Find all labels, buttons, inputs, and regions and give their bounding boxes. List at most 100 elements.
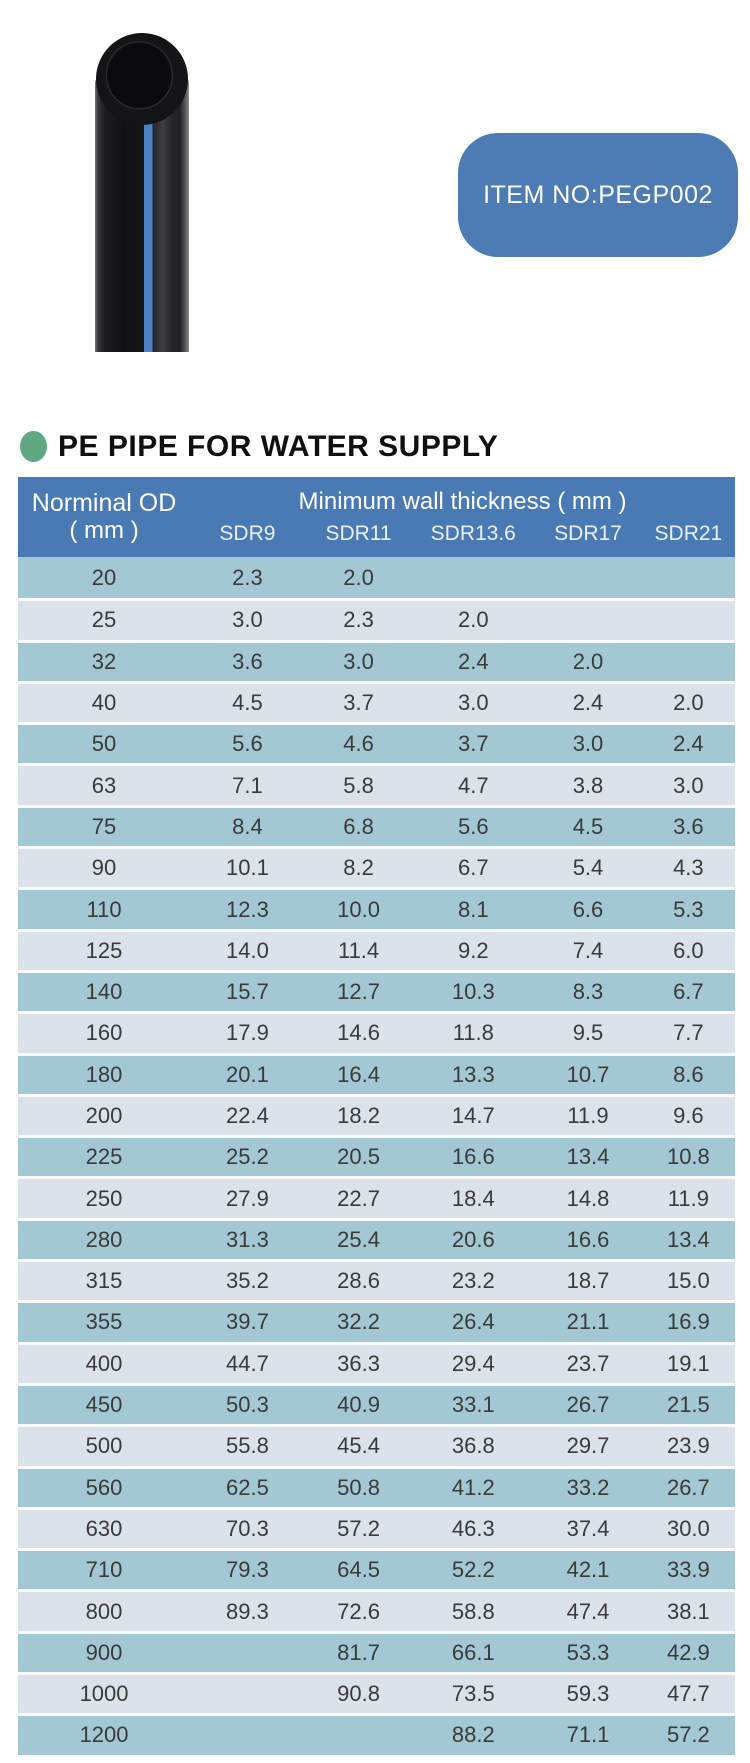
thickness-cell: 33.1	[451, 1392, 495, 1418]
thickness-cell: 2.0	[673, 690, 704, 716]
table-row: 125 14.0 11.4 9.2 7.4 6.0	[18, 928, 735, 970]
table-row: 315 35.2 28.6 23.2 18.7 15.0	[18, 1259, 735, 1301]
table-row: 180 20.1 16.4 13.3 10.7 8.6	[18, 1052, 735, 1094]
table-row: 63 7.1 5.8 4.7 3.8 3.0	[18, 763, 735, 805]
thickness-cell: 39.7	[226, 1309, 269, 1335]
table-row: 20 2.3 2.0	[18, 557, 735, 599]
od-cell: 630	[85, 1515, 123, 1541]
thickness-cell: 13.4	[666, 1226, 710, 1252]
thickness-cell: 33.9	[666, 1557, 710, 1583]
thickness-cell: 26.4	[451, 1309, 495, 1335]
table-row: 250 27.9 22.7 18.4 14.8 11.9	[18, 1176, 735, 1218]
thickness-cell: 10.1	[226, 855, 269, 881]
pipe-opening-inner-hole	[105, 41, 174, 110]
thickness-cell: 22.7	[337, 1185, 380, 1211]
table-row: 710 79.3 64.5 52.2 42.1 33.9	[18, 1548, 735, 1590]
header-sdr13-6: SDR13.6	[430, 522, 516, 545]
thickness-cell: 14.8	[566, 1185, 610, 1211]
table-row: 400 44.7 36.3 29.4 23.7 19.1	[18, 1341, 735, 1383]
od-cell: 450	[85, 1392, 123, 1418]
thickness-cell: 72.6	[337, 1598, 380, 1624]
thickness-cell: 33.2	[566, 1474, 610, 1500]
thickness-cell: 4.7	[457, 772, 489, 798]
spec-table: Norminal OD ( mm ) Minimum wall thicknes…	[18, 477, 735, 1755]
thickness-cell: 17.9	[226, 1020, 269, 1046]
od-cell: 315	[85, 1268, 123, 1294]
page-title: PE PIPE FOR WATER SUPPLY	[58, 430, 499, 463]
thickness-cell: 70.3	[226, 1515, 269, 1541]
thickness-cell: 4.3	[673, 855, 704, 881]
thickness-cell: 5.8	[343, 772, 374, 798]
thickness-cell: 20.1	[226, 1061, 269, 1087]
thickness-cell: 31.3	[226, 1226, 269, 1252]
thickness-cell: 12.7	[337, 979, 380, 1005]
thickness-cell: 41.2	[451, 1474, 495, 1500]
thickness-cell: 18.2	[337, 1103, 380, 1128]
pipe-blue-stripe	[144, 110, 153, 352]
thickness-cell: 81.7	[337, 1639, 380, 1665]
header-sdr11: SDR11	[325, 522, 392, 545]
thickness-cell: 3.7	[343, 690, 374, 716]
section-title-row: PE PIPE FOR WATER SUPPLY	[20, 426, 730, 468]
thickness-cell: 6.7	[673, 979, 704, 1005]
thickness-cell: 7.4	[572, 937, 604, 963]
table-row: 1000 90.8 73.5 59.3 47.7	[18, 1672, 735, 1714]
od-cell: 280	[85, 1226, 123, 1252]
thickness-cell: 11.9	[567, 1103, 609, 1128]
thickness-cell: 6.7	[457, 855, 489, 881]
thickness-cell: 26.7	[666, 1474, 710, 1500]
od-cell: 400	[85, 1350, 123, 1376]
thickness-cell: 16.9	[666, 1309, 710, 1335]
thickness-cell: 62.5	[226, 1474, 269, 1500]
thickness-cell: 3.6	[232, 648, 263, 674]
thickness-cell: 11.8	[452, 1020, 494, 1046]
od-cell: 500	[85, 1433, 123, 1459]
thickness-cell: 8.3	[572, 979, 604, 1005]
table-row: 50 5.6 4.6 3.7 3.0 2.4	[18, 722, 735, 764]
thickness-cell: 14.0	[226, 937, 269, 963]
thickness-cell: 35.2	[226, 1268, 269, 1294]
thickness-cell: 18.4	[451, 1185, 495, 1211]
table-row: 355 39.7 32.2 26.4 21.1 16.9	[18, 1300, 735, 1342]
od-cell: 63	[91, 772, 117, 798]
thickness-cell: 20.6	[451, 1226, 495, 1252]
thickness-cell: 13.4	[566, 1144, 610, 1170]
thickness-cell: 5.4	[572, 855, 604, 881]
thickness-cell: 11.9	[667, 1185, 709, 1211]
od-cell: 50	[91, 731, 117, 757]
thickness-cell: 90.8	[337, 1681, 380, 1707]
thickness-cell: 22.4	[226, 1103, 269, 1128]
thickness-cell: 52.2	[451, 1557, 495, 1583]
item-number-text: ITEM NO:PEGP002	[483, 180, 713, 209]
thickness-cell: 3.0	[457, 690, 489, 716]
table-body: 20 2.3 2.0 25 3.0 2.3 2.0 32 3.6 3.0 2.4 2.0 40 4.5 3.…	[18, 557, 735, 1755]
thickness-cell: 16.6	[451, 1144, 495, 1170]
header-sdr21: SDR21	[654, 522, 723, 545]
green-bullet-icon	[20, 430, 47, 462]
thickness-cell: 8.1	[457, 896, 489, 922]
od-cell: 20	[91, 564, 117, 590]
thickness-cell: 88.2	[451, 1722, 495, 1748]
thickness-cell: 47.7	[666, 1681, 710, 1707]
thickness-cell: 26.7	[566, 1392, 610, 1418]
thickness-cell: 50.3	[226, 1392, 269, 1418]
thickness-cell: 2.0	[343, 564, 374, 590]
thickness-cell: 16.4	[337, 1061, 380, 1087]
od-cell: 355	[85, 1309, 123, 1335]
od-cell: 225	[85, 1144, 123, 1170]
header-thickness-group: Minimum wall thickness ( mm ) SDR9 SDR11…	[190, 477, 735, 557]
od-cell: 160	[85, 1020, 123, 1046]
od-cell: 800	[85, 1598, 123, 1624]
header-nominal-od: Norminal OD ( mm )	[18, 477, 190, 557]
thickness-cell: 3.0	[232, 607, 263, 633]
thickness-cell: 6.0	[673, 937, 704, 963]
table-row: 500 55.8 45.4 36.8 29.7 23.9	[18, 1424, 735, 1466]
thickness-cell: 2.3	[343, 607, 374, 633]
thickness-cell: 40.9	[337, 1392, 380, 1418]
od-cell: 900	[85, 1639, 123, 1665]
table-row: 450 50.3 40.9 33.1 26.7 21.5	[18, 1382, 735, 1425]
thickness-cell: 10.8	[666, 1144, 710, 1170]
pipe-photo-svg	[95, 33, 189, 352]
thickness-cell: 53.3	[566, 1639, 610, 1665]
thickness-cell: 73.5	[451, 1681, 495, 1707]
